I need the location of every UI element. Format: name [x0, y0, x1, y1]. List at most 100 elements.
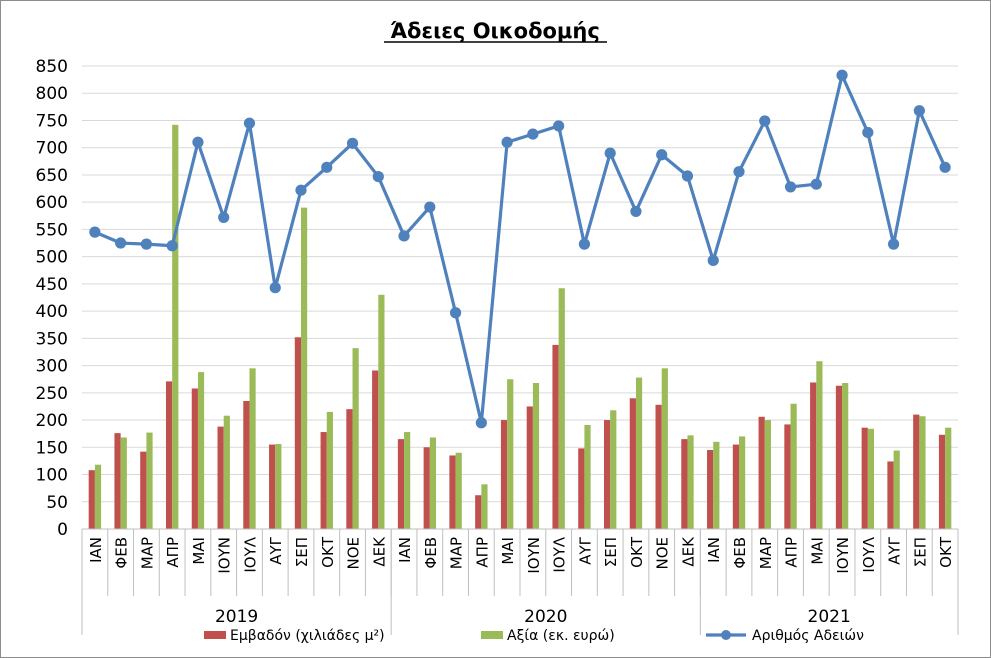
line-point-permits: [862, 126, 874, 139]
bar-area: [165, 381, 173, 529]
bar-area: [140, 451, 147, 529]
bar-area: [732, 444, 739, 529]
line-point-permits: [939, 161, 951, 173]
line-point-permits: [759, 115, 771, 127]
line-point-permits: [398, 230, 410, 242]
x-category-label: ΑΠΡ: [164, 537, 182, 568]
line-point-permits: [218, 211, 230, 224]
y-axis-ticks: 0 50 100 150 200 250 300 350 400 450 500 550 600 650 7…: [36, 57, 68, 540]
bar-value: [816, 361, 823, 529]
legend-swatch-marker: [721, 630, 731, 640]
line-point-permits: [913, 105, 925, 117]
line-point-permits: [836, 69, 848, 81]
line-permits: [94, 73, 947, 425]
bar-area: [629, 398, 636, 529]
bar-value: [635, 377, 643, 529]
y-tick-label: 600: [36, 193, 68, 213]
bar-value: [146, 432, 153, 529]
bar-value: [429, 437, 437, 529]
line-point-permits: [707, 254, 719, 267]
x-category-label: ΣΕΠ: [602, 537, 620, 567]
line-point-permits: [887, 238, 900, 250]
y-tick-label: 800: [36, 84, 68, 104]
line-point-permits: [733, 166, 745, 178]
y-tick-label: 350: [36, 329, 68, 349]
bar-area: [835, 385, 843, 529]
x-category-label: ΣΕΠ: [911, 537, 929, 567]
x-category-label: ΦΕΒ: [731, 537, 749, 569]
bar-value: [713, 441, 720, 529]
bar-area: [423, 447, 430, 529]
bar-area: [552, 344, 559, 529]
bar-value: [945, 427, 952, 529]
x-category-label: ΜΑΙ: [499, 537, 517, 565]
bar-area: [217, 426, 224, 529]
x-axis: [81, 528, 959, 635]
bar-value: [120, 437, 127, 529]
bar-area: [655, 404, 662, 529]
y-tick-label: 400: [36, 302, 68, 322]
bar-area: [938, 434, 946, 529]
legend-label: Αξία (εκ. ευρώ): [507, 628, 615, 644]
y-tick-label: 700: [36, 139, 68, 159]
bar-value: [352, 348, 359, 529]
line-point-permits: [630, 205, 642, 218]
y-tick-label: 50: [46, 493, 68, 513]
y-tick-label: 650: [36, 166, 68, 186]
x-category-label: ΑΠΡ: [473, 537, 491, 568]
bar-area: [784, 424, 791, 529]
x-category-label: ΜΑΡ: [757, 537, 775, 569]
bar-value: [249, 368, 256, 529]
x-category-label: ΙΑΝ: [705, 537, 723, 563]
gridlines: [82, 65, 958, 503]
x-category-label: ΜΑΡ: [138, 537, 156, 569]
line-point-permits: [295, 184, 307, 196]
bar-value: [223, 415, 230, 529]
line-point-permits: [449, 307, 462, 319]
x-category-label: ΙΟΥΝ: [834, 537, 852, 574]
y-tick-label: 450: [36, 275, 68, 295]
y-tick-label: 750: [36, 111, 68, 131]
x-category-label: ΙΑΝ: [396, 537, 414, 563]
line-point-permits: [681, 170, 694, 182]
y-tick-label: 850: [36, 57, 68, 77]
line-series: [89, 69, 951, 429]
chart-title: Άδειες Οικοδομής: [390, 19, 600, 43]
x-category-label: ΟΚΤ: [628, 536, 646, 568]
line-point-permits: [372, 170, 384, 183]
bar-value: [481, 484, 488, 529]
bar-area: [861, 427, 868, 529]
legend-swatch: [204, 631, 226, 639]
bar-value: [301, 207, 308, 529]
line-point-permits: [321, 161, 333, 173]
bar-value: [404, 432, 411, 529]
y-tick-label: 0: [57, 520, 68, 540]
x-year-label: 2019: [215, 607, 258, 627]
bar-area: [578, 448, 585, 529]
bar-area: [114, 433, 121, 529]
line-point-permits: [784, 181, 797, 193]
line-point-permits: [553, 120, 565, 132]
bar-value: [326, 411, 333, 529]
y-tick-label: 300: [36, 357, 68, 377]
x-category-label: ΙΟΥΝ: [525, 537, 543, 574]
x-category-label: ΜΑΙ: [190, 537, 208, 565]
bar-area: [320, 432, 327, 529]
bar-value: [790, 403, 797, 529]
line-point-permits: [192, 136, 204, 148]
bar-value: [764, 420, 771, 529]
bar-value: [558, 288, 565, 529]
bar-value: [842, 383, 849, 529]
bar-area: [913, 414, 920, 529]
line-point-permits: [269, 282, 281, 294]
x-category-label: ΙΑΝ: [87, 537, 105, 563]
line-point-permits: [501, 136, 513, 148]
x-year-label: 2021: [808, 607, 851, 627]
chart-title-group: Άδειες Οικοδομής: [384, 19, 607, 43]
y-tick-label: 100: [36, 466, 68, 486]
line-point-permits: [604, 147, 616, 159]
bar-area: [191, 388, 198, 529]
line-point-permits: [578, 238, 591, 250]
